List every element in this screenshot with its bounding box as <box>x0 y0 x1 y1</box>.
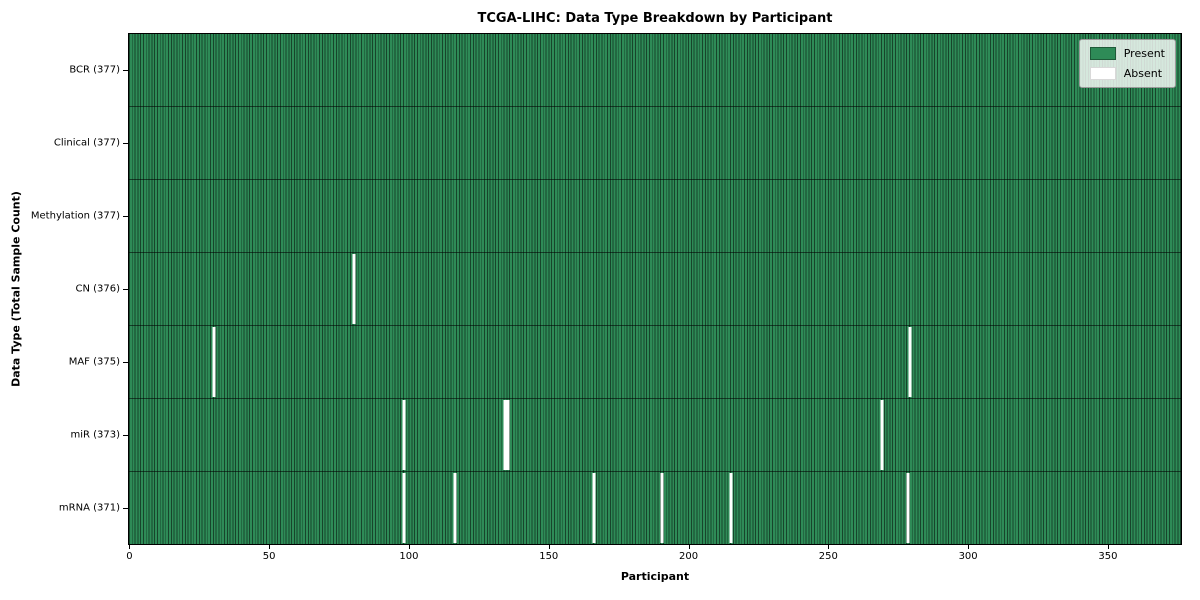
legend-item-present: Present <box>1089 47 1165 60</box>
legend-label-present: Present <box>1123 47 1165 60</box>
absent-stripe <box>506 400 510 470</box>
absent-stripe <box>592 473 596 543</box>
x-tick-label: 350 <box>1098 551 1118 562</box>
x-tick-label: 100 <box>399 551 419 562</box>
absent-stripe <box>729 473 733 543</box>
y-tick-mark <box>123 142 128 144</box>
x-tick-label: 300 <box>958 551 978 562</box>
absent-stripe <box>660 473 664 543</box>
x-axis-title: Participant <box>620 570 690 583</box>
heatmap-row-mir <box>129 399 1181 472</box>
x-tick-mark <box>1107 545 1109 549</box>
x-tick-mark <box>968 545 970 549</box>
y-tick-label: miR (373) <box>70 429 120 441</box>
y-tick-mark <box>123 362 128 364</box>
absent-stripe <box>503 400 507 470</box>
legend-item-absent: Absent <box>1089 67 1165 80</box>
absent-stripe <box>402 400 406 470</box>
y-tick-label: MAF (375) <box>68 356 120 368</box>
y-tick-label: Methylation (377) <box>30 210 120 222</box>
legend: Present Absent <box>1078 39 1176 88</box>
y-tick-mark <box>123 69 128 71</box>
x-tick-mark <box>129 545 131 549</box>
x-tick-mark <box>688 545 690 549</box>
absent-stripe <box>906 473 910 543</box>
y-tick-label: mRNA (371) <box>58 502 120 514</box>
y-tick-label: CN (376) <box>75 283 120 295</box>
present-swatch-icon <box>1089 47 1116 60</box>
y-tick-mark <box>123 215 128 217</box>
x-tick-label: 150 <box>539 551 559 562</box>
absent-stripe <box>453 473 457 543</box>
y-tick-mark <box>123 508 128 510</box>
x-tick-mark <box>408 545 410 549</box>
y-tick-mark <box>123 289 128 290</box>
legend-label-absent: Absent <box>1123 67 1163 80</box>
absent-swatch-icon <box>1089 67 1116 80</box>
heatmap-row-clinical <box>129 107 1181 180</box>
heatmap-row-mrna <box>129 472 1181 544</box>
heatmap-row-methylation <box>129 180 1181 253</box>
absent-stripe <box>352 254 356 324</box>
x-tick-label: 0 <box>126 551 133 562</box>
y-tick-label: BCR (377) <box>69 64 120 76</box>
x-tick-label: 250 <box>818 551 838 562</box>
x-tick-mark <box>548 545 550 549</box>
y-tick-label: Clinical (377) <box>53 137 120 149</box>
x-tick-mark <box>269 545 271 549</box>
absent-stripe <box>212 327 216 397</box>
heatmap-row-cn <box>129 253 1181 326</box>
y-tick-mark <box>123 435 128 437</box>
heatmap-row-maf <box>129 326 1181 399</box>
chart-title: TCGA-LIHC: Data Type Breakdown by Partic… <box>477 11 833 26</box>
absent-stripe <box>402 473 406 543</box>
heatmap-row-bcr <box>129 34 1181 107</box>
absent-stripe <box>880 400 884 470</box>
x-tick-label: 50 <box>262 551 276 562</box>
x-tick-mark <box>828 545 830 549</box>
x-tick-label: 200 <box>679 551 699 562</box>
absent-stripe <box>908 327 912 397</box>
plot-area <box>128 33 1182 545</box>
